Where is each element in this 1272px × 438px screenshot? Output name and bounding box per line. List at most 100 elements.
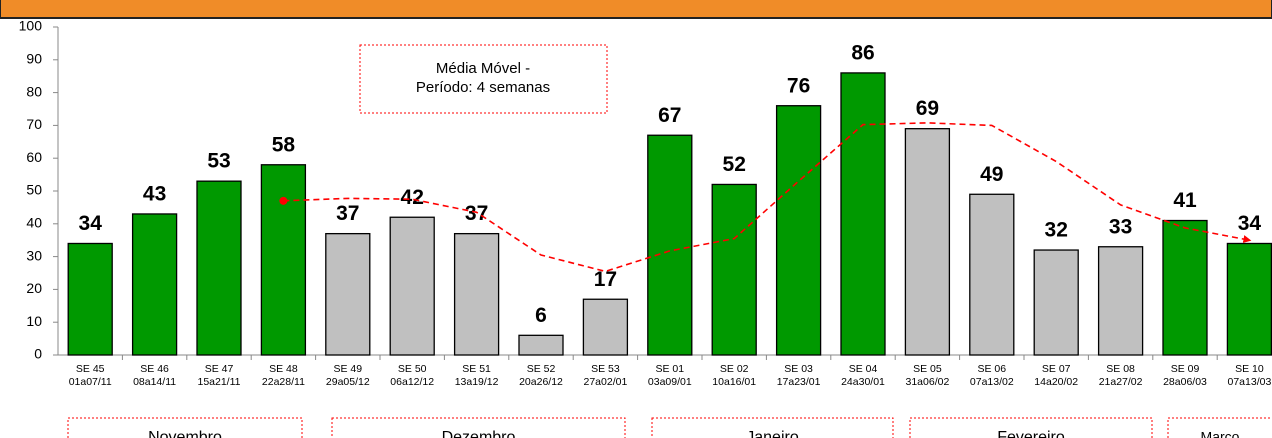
y-tick-label: 20 bbox=[26, 280, 42, 296]
month-label: Marco bbox=[1201, 429, 1240, 438]
bar bbox=[453, 232, 500, 356]
moving-average-line bbox=[283, 122, 1252, 273]
x-tick-sublabel: 15a21/11 bbox=[197, 376, 240, 388]
bar bbox=[389, 216, 435, 356]
y-tick-label: 70 bbox=[26, 116, 42, 132]
y-tick-label: 60 bbox=[26, 149, 42, 165]
x-tick-label: SE 01 bbox=[655, 363, 684, 375]
data-label: 37 bbox=[465, 202, 488, 225]
bar bbox=[196, 180, 242, 356]
x-tick-label: SE 03 bbox=[784, 363, 813, 375]
x-tick-label: SE 45 bbox=[76, 363, 105, 375]
data-label: 67 bbox=[658, 104, 681, 127]
x-tick-sublabel: 21a27/02 bbox=[1099, 376, 1143, 388]
month-box bbox=[909, 417, 1153, 438]
x-tick-sublabel: 07a13/03 bbox=[1228, 376, 1272, 388]
data-label: 43 bbox=[143, 183, 166, 206]
y-tick-label: 10 bbox=[26, 313, 42, 329]
x-tick-label: SE 08 bbox=[1106, 363, 1135, 375]
y-tick-label: 40 bbox=[26, 215, 42, 231]
month-label: Novembro bbox=[148, 429, 222, 438]
x-tick-sublabel: 08a14/11 bbox=[133, 376, 176, 388]
month-label: Fevereiro bbox=[997, 429, 1065, 438]
x-tick-label: SE 53 bbox=[591, 363, 620, 375]
x-tick-label: SE 10 bbox=[1235, 363, 1264, 375]
x-tick-label: SE 47 bbox=[205, 363, 234, 375]
x-tick-label: SE 51 bbox=[462, 363, 491, 375]
month-box bbox=[1167, 417, 1272, 438]
x-tick-sublabel: 31a06/02 bbox=[906, 376, 950, 388]
x-tick-sublabel: 03a09/01 bbox=[648, 376, 692, 388]
bar bbox=[1162, 219, 1208, 356]
bar bbox=[904, 128, 951, 356]
data-label: 76 bbox=[787, 74, 810, 97]
data-label: 58 bbox=[272, 133, 296, 156]
data-label: 6 bbox=[535, 304, 547, 327]
month-box bbox=[651, 417, 894, 438]
x-tick-label: SE 02 bbox=[720, 363, 749, 375]
x-tick-sublabel: 14a20/02 bbox=[1034, 376, 1078, 388]
x-tick-label: SE 48 bbox=[269, 363, 298, 375]
x-tick-sublabel: 17a23/01 bbox=[777, 376, 821, 388]
bar bbox=[647, 134, 693, 356]
x-tick-sublabel: 27a02/01 bbox=[584, 376, 628, 388]
data-label: 37 bbox=[336, 202, 359, 225]
x-tick-sublabel: 06a12/12 bbox=[390, 376, 434, 388]
bar bbox=[775, 105, 822, 356]
x-tick-label: SE 04 bbox=[849, 363, 878, 375]
x-tick-sublabel: 24a30/01 bbox=[841, 376, 885, 388]
x-tick-label: SE 09 bbox=[1171, 363, 1200, 375]
x-tick-sublabel: 29a05/12 bbox=[326, 376, 370, 388]
data-label: 52 bbox=[723, 153, 746, 176]
x-tick-label: SE 05 bbox=[913, 363, 942, 375]
x-tick-label: SE 49 bbox=[333, 363, 362, 375]
bar bbox=[711, 183, 757, 356]
bar bbox=[1033, 249, 1079, 356]
y-tick-label: 0 bbox=[34, 346, 42, 362]
y-tick-label: 100 bbox=[19, 18, 43, 34]
data-label: 41 bbox=[1173, 189, 1197, 212]
bar bbox=[260, 164, 307, 356]
annotation: Período: 4 semanas bbox=[416, 79, 550, 96]
data-label: 53 bbox=[207, 150, 230, 173]
data-label: 49 bbox=[980, 163, 1003, 186]
x-tick-sublabel: 13a19/12 bbox=[455, 376, 499, 388]
x-tick-label: SE 52 bbox=[527, 363, 556, 375]
month-label: Janeiro bbox=[746, 429, 799, 438]
x-tick-sublabel: 22a28/11 bbox=[262, 376, 305, 388]
x-tick-sublabel: 20a26/12 bbox=[519, 376, 563, 388]
x-tick-label: SE 06 bbox=[977, 363, 1006, 375]
data-label: 42 bbox=[401, 186, 424, 209]
bar bbox=[582, 298, 629, 356]
x-tick-label: SE 07 bbox=[1042, 363, 1071, 375]
annotation-box bbox=[359, 44, 608, 114]
x-tick-sublabel: 28a06/03 bbox=[1163, 376, 1207, 388]
header-band bbox=[0, 0, 1272, 19]
data-label: 69 bbox=[916, 97, 939, 120]
x-tick-sublabel: 07a13/02 bbox=[970, 376, 1014, 388]
bar bbox=[325, 232, 371, 356]
bar bbox=[67, 242, 113, 356]
data-label: 17 bbox=[594, 268, 617, 291]
bar bbox=[131, 213, 178, 356]
month-label: Dezembro bbox=[442, 429, 516, 438]
data-label: 34 bbox=[1238, 212, 1262, 235]
bar bbox=[518, 334, 564, 356]
month-box bbox=[67, 417, 303, 438]
x-tick-sublabel: 01a07/11 bbox=[69, 376, 112, 388]
y-tick-label: 80 bbox=[26, 83, 42, 99]
bar bbox=[1097, 246, 1144, 356]
annotation: Média Móvel - bbox=[436, 60, 530, 77]
x-tick-sublabel: 10a16/01 bbox=[712, 376, 756, 388]
data-label: 32 bbox=[1045, 219, 1068, 242]
x-tick-label: SE 46 bbox=[140, 363, 169, 375]
data-label: 86 bbox=[851, 41, 874, 64]
bar bbox=[969, 193, 1015, 356]
data-label: 34 bbox=[79, 212, 103, 235]
y-tick-label: 50 bbox=[26, 182, 42, 198]
data-label: 33 bbox=[1109, 215, 1132, 238]
bar bbox=[840, 72, 886, 356]
bar bbox=[1226, 242, 1272, 356]
moving-average-start bbox=[279, 196, 288, 205]
